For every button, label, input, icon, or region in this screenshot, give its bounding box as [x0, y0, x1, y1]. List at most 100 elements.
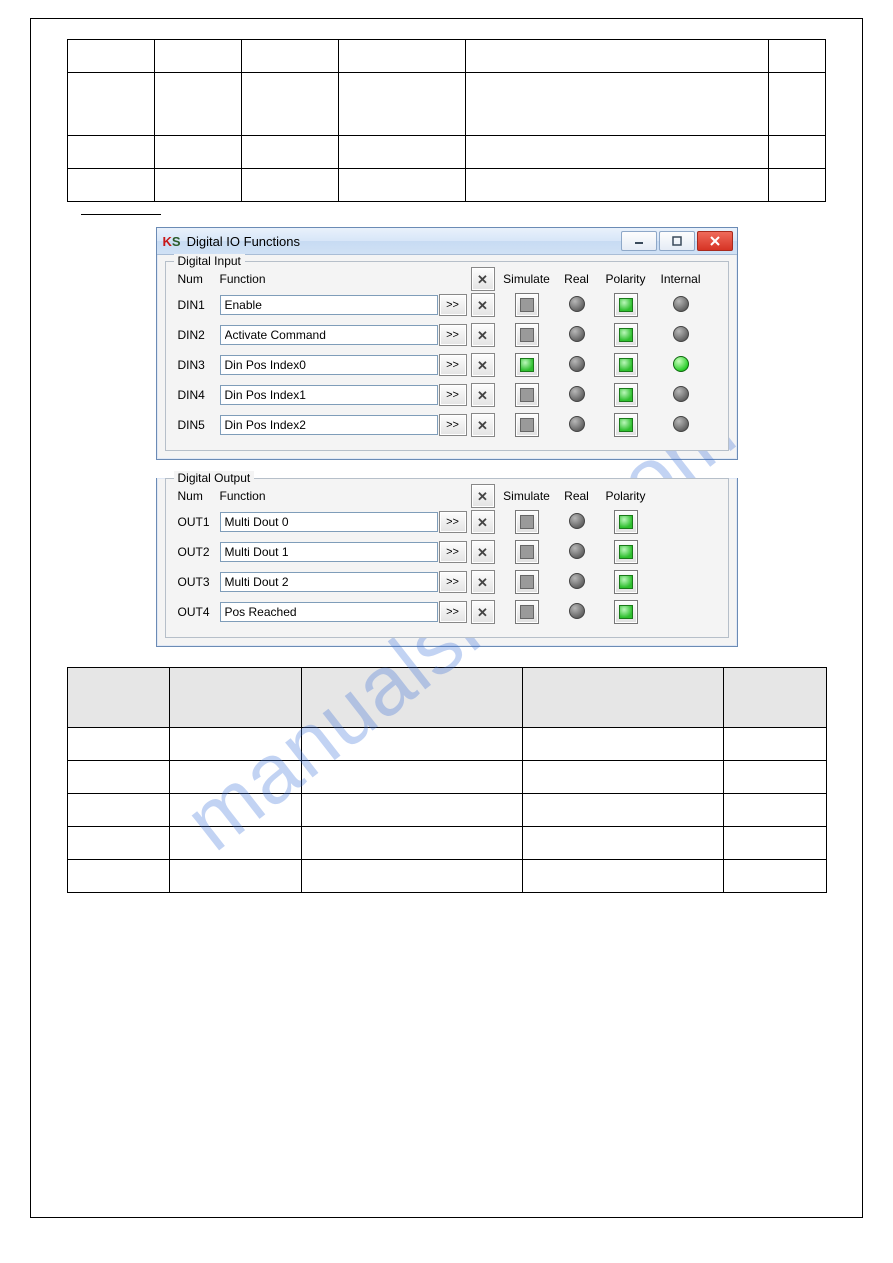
- hdr-real: Real: [556, 272, 598, 286]
- din-function-input[interactable]: [220, 295, 438, 315]
- din-num: DIN1: [174, 298, 220, 312]
- divider: [81, 214, 161, 215]
- clear-button[interactable]: ✕: [471, 353, 495, 377]
- dout-row: OUT3 >> ✕: [174, 567, 720, 597]
- go-button[interactable]: >>: [439, 324, 467, 346]
- titlebar: KS Digital IO Functions: [157, 228, 737, 255]
- clear-button[interactable]: ✕: [471, 540, 495, 564]
- internal-led: [673, 326, 689, 342]
- app-logo: KS: [163, 234, 181, 249]
- hdr-x-button[interactable]: ✕: [468, 267, 498, 291]
- internal-led: [673, 416, 689, 432]
- polarity-toggle[interactable]: [614, 413, 638, 437]
- digital-output-legend: Digital Output: [174, 471, 255, 485]
- din-row: DIN5>>✕: [174, 410, 720, 440]
- digital-input-legend: Digital Input: [174, 254, 245, 268]
- simulate-toggle[interactable]: [515, 600, 539, 624]
- clear-button[interactable]: ✕: [471, 323, 495, 347]
- real-led: [569, 573, 585, 589]
- simulate-toggle[interactable]: [515, 383, 539, 407]
- page: manualshive.com KS Digital IO Functions …: [30, 18, 863, 1218]
- din-row: DIN1 >> ✕: [174, 290, 720, 320]
- din-function-input[interactable]: [220, 385, 438, 405]
- polarity-toggle[interactable]: [614, 540, 638, 564]
- din-function-input[interactable]: [220, 355, 438, 375]
- real-led: [569, 296, 585, 312]
- real-led: [569, 356, 585, 372]
- x-icon: ✕: [477, 606, 488, 619]
- polarity-toggle[interactable]: [614, 353, 638, 377]
- din-function-input[interactable]: [220, 415, 438, 435]
- polarity-toggle[interactable]: [614, 570, 638, 594]
- x-icon: ✕: [477, 359, 488, 372]
- internal-led: [673, 386, 689, 402]
- simulate-toggle[interactable]: [515, 510, 539, 534]
- x-icon: ✕: [477, 546, 488, 559]
- din-header-row: Num Function ✕ Simulate Real Polarity In…: [174, 268, 720, 290]
- polarity-toggle[interactable]: [614, 600, 638, 624]
- dout-function-input[interactable]: [220, 542, 438, 562]
- clear-button[interactable]: ✕: [471, 600, 495, 624]
- x-icon: ✕: [477, 419, 488, 432]
- hdr-real: Real: [556, 489, 598, 503]
- polarity-toggle[interactable]: [614, 293, 638, 317]
- dout-num: OUT2: [174, 545, 220, 559]
- dout-row: OUT4 >> ✕: [174, 597, 720, 627]
- go-button[interactable]: >>: [439, 294, 467, 316]
- simulate-toggle[interactable]: [515, 353, 539, 377]
- hdr-pol: Polarity: [598, 489, 654, 503]
- x-icon: ✕: [477, 576, 488, 589]
- clear-button[interactable]: ✕: [471, 570, 495, 594]
- digital-io-window: KS Digital IO Functions Digital Input Nu…: [156, 227, 738, 460]
- close-button[interactable]: [697, 231, 733, 251]
- simulate-toggle[interactable]: [515, 323, 539, 347]
- go-button[interactable]: >>: [439, 414, 467, 436]
- go-button[interactable]: >>: [439, 541, 467, 563]
- polarity-toggle[interactable]: [614, 383, 638, 407]
- simulate-toggle[interactable]: [515, 293, 539, 317]
- din-num: DIN4: [174, 388, 220, 402]
- hdr-num: Num: [174, 489, 220, 503]
- dout-function-input[interactable]: [220, 602, 438, 622]
- din-num: DIN3: [174, 358, 220, 372]
- x-icon: ✕: [477, 299, 488, 312]
- go-button[interactable]: >>: [439, 571, 467, 593]
- digital-output-group: Digital Output Num Function ✕ Simulate R…: [165, 478, 729, 638]
- polarity-toggle[interactable]: [614, 323, 638, 347]
- dout-num: OUT1: [174, 515, 220, 529]
- real-led: [569, 603, 585, 619]
- hdr-num: Num: [174, 272, 220, 286]
- maximize-icon: [672, 236, 682, 246]
- simulate-toggle[interactable]: [515, 570, 539, 594]
- dout-num: OUT3: [174, 575, 220, 589]
- top-empty-table: [67, 39, 826, 202]
- hdr-x-button[interactable]: ✕: [468, 484, 498, 508]
- x-icon: ✕: [477, 389, 488, 402]
- din-row: DIN2>>✕: [174, 320, 720, 350]
- clear-button[interactable]: ✕: [471, 383, 495, 407]
- dout-num: OUT4: [174, 605, 220, 619]
- digital-output-panel: Digital Output Num Function ✕ Simulate R…: [156, 478, 738, 647]
- polarity-toggle[interactable]: [614, 510, 638, 534]
- simulate-toggle[interactable]: [515, 540, 539, 564]
- maximize-button[interactable]: [659, 231, 695, 251]
- dout-function-input[interactable]: [220, 512, 438, 532]
- clear-button[interactable]: ✕: [471, 510, 495, 534]
- minimize-button[interactable]: [621, 231, 657, 251]
- dout-function-input[interactable]: [220, 572, 438, 592]
- x-icon: ✕: [477, 329, 488, 342]
- simulate-toggle[interactable]: [515, 413, 539, 437]
- clear-button[interactable]: ✕: [471, 293, 495, 317]
- real-led: [569, 416, 585, 432]
- x-icon: ✕: [477, 490, 488, 503]
- din-function-input[interactable]: [220, 325, 438, 345]
- logo-k: K: [163, 234, 172, 249]
- go-button[interactable]: >>: [439, 354, 467, 376]
- logo-s: S: [172, 234, 181, 249]
- go-button[interactable]: >>: [439, 511, 467, 533]
- hdr-func: Function: [220, 272, 438, 286]
- clear-button[interactable]: ✕: [471, 413, 495, 437]
- go-button[interactable]: >>: [439, 601, 467, 623]
- go-button[interactable]: >>: [439, 384, 467, 406]
- internal-led: [673, 356, 689, 372]
